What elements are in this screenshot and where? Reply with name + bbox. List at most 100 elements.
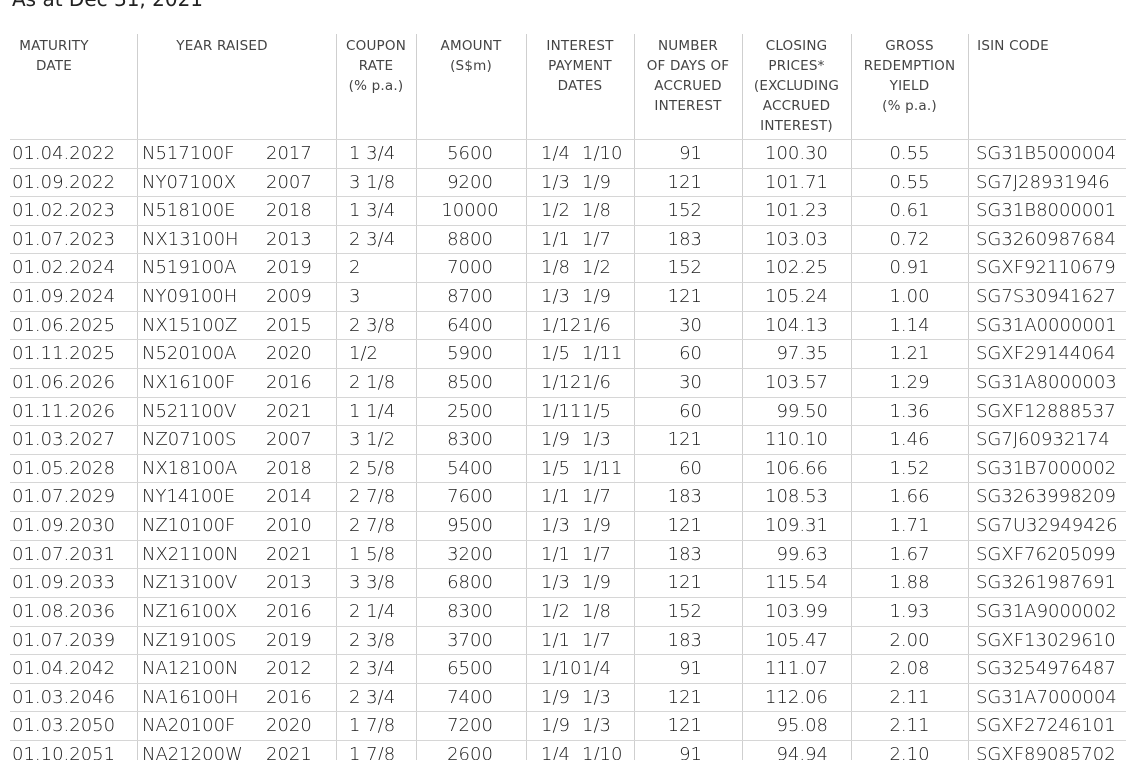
table-cell: 2 3/8 bbox=[349, 314, 396, 336]
table-cell: 30 bbox=[679, 371, 702, 393]
table-cell: 8300 bbox=[447, 429, 493, 451]
table-cell: 1/10 bbox=[541, 658, 582, 680]
table-cell: 1/3 bbox=[541, 171, 570, 193]
table-cell: 106.66 bbox=[765, 457, 828, 479]
table-cell: 01.03.2050 bbox=[12, 715, 116, 737]
table-cell: 01.07.2029 bbox=[12, 486, 116, 508]
table-cell: 152 bbox=[667, 257, 702, 279]
table-cell: 8300 bbox=[447, 600, 493, 622]
table-cell: 1/10 bbox=[582, 143, 623, 164]
table-cell: NA21200W bbox=[142, 744, 243, 760]
table-cell: 1/7 bbox=[582, 228, 611, 250]
table-cell: NX13100H bbox=[142, 228, 239, 250]
table-cell: SG7U32949426 bbox=[976, 515, 1118, 537]
table-cell: 01.04.2042 bbox=[12, 658, 116, 680]
table-cell: SG31A0000001 bbox=[976, 314, 1117, 336]
column-header: YEAR RAISED bbox=[137, 36, 307, 56]
header-line: (% p.a.) bbox=[882, 98, 937, 114]
row-divider bbox=[10, 224, 1126, 226]
table-cell: 2016 bbox=[266, 600, 312, 622]
table-cell: 1/3 bbox=[541, 515, 570, 537]
table-cell: 2016 bbox=[266, 686, 312, 708]
header-line: MATURITY bbox=[19, 38, 89, 54]
table-cell: 183 bbox=[667, 486, 702, 508]
table-cell: 6400 bbox=[447, 314, 493, 336]
table-cell: NZ16100X bbox=[142, 600, 238, 622]
table-cell: 2 3/8 bbox=[349, 629, 396, 651]
table-cell: NZ19100S bbox=[142, 629, 237, 651]
header-line: COUPON bbox=[346, 38, 406, 54]
table-cell: 01.09.2024 bbox=[12, 286, 116, 308]
table-cell: 1.36 bbox=[889, 400, 930, 422]
table-cell: 2021 bbox=[266, 400, 312, 422]
row-divider bbox=[10, 139, 1126, 140]
row-divider bbox=[10, 482, 1126, 484]
table-cell: 2.10 bbox=[889, 744, 930, 760]
table-cell: 5400 bbox=[447, 457, 493, 479]
table-cell: 1/8 bbox=[582, 200, 611, 222]
table-cell: 1/9 bbox=[582, 572, 611, 594]
table-cell: NY09100H bbox=[142, 286, 238, 308]
table-cell: 1/2 bbox=[582, 257, 611, 279]
table-cell: 60 bbox=[679, 457, 702, 479]
row-divider bbox=[10, 196, 1126, 198]
table-cell: NA20100F bbox=[142, 715, 236, 737]
table-cell: 1/3 bbox=[541, 286, 570, 308]
table-cell: 1.21 bbox=[889, 343, 930, 365]
table-cell: 1/4 bbox=[541, 143, 570, 164]
table-cell: SG3263998209 bbox=[976, 486, 1116, 508]
table-cell: 01.10.2051 bbox=[12, 744, 116, 760]
table-cell: 2 7/8 bbox=[349, 515, 396, 537]
table-cell: 2015 bbox=[266, 314, 312, 336]
table-cell: 104.13 bbox=[765, 314, 828, 336]
table-cell: 1 3/4 bbox=[349, 143, 396, 164]
table-cell: 1/9 bbox=[541, 429, 570, 451]
table-cell: 3700 bbox=[447, 629, 493, 651]
table-cell: 2 1/8 bbox=[349, 371, 396, 393]
table-cell: 1.29 bbox=[889, 371, 930, 393]
column-header: MATURITY DATE bbox=[10, 36, 98, 76]
table-cell: 183 bbox=[667, 629, 702, 651]
table-cell: NX16100F bbox=[142, 371, 236, 393]
table-cell: 01.03.2027 bbox=[12, 429, 116, 451]
table-cell: 3200 bbox=[447, 543, 493, 565]
table-cell: 60 bbox=[679, 343, 702, 365]
subtitle: As at Dec 31, 2021 bbox=[12, 0, 203, 11]
row-divider bbox=[10, 654, 1126, 656]
row-divider bbox=[10, 425, 1126, 427]
column-header: COUPON RATE (% p.a.) bbox=[336, 36, 416, 96]
table-cell: 2 5/8 bbox=[349, 457, 396, 479]
table-cell: SG7J28931946 bbox=[976, 171, 1110, 193]
table-cell: 1/4 bbox=[582, 658, 611, 680]
table-cell: NZ10100F bbox=[142, 515, 236, 537]
table-cell: 6800 bbox=[447, 572, 493, 594]
row-divider bbox=[10, 625, 1126, 627]
table-cell: 2013 bbox=[266, 572, 312, 594]
table-cell: 3 1/8 bbox=[349, 171, 396, 193]
table-cell: SG31A9000002 bbox=[976, 600, 1117, 622]
table-cell: 103.03 bbox=[765, 228, 828, 250]
table-cell: 9200 bbox=[447, 171, 493, 193]
table-cell: 7600 bbox=[447, 486, 493, 508]
table-cell: 2018 bbox=[266, 200, 312, 222]
table-cell: SGXF12888537 bbox=[976, 400, 1116, 422]
table-cell: 2007 bbox=[266, 171, 312, 193]
table-cell: 1/3 bbox=[582, 429, 611, 451]
table-cell: 8700 bbox=[447, 286, 493, 308]
header-line: CLOSING bbox=[765, 38, 828, 54]
table-cell: 103.99 bbox=[765, 600, 828, 622]
table-cell: SG31B5000004 bbox=[976, 143, 1117, 164]
table-cell: 99.50 bbox=[776, 400, 828, 422]
table-cell: SGXF92110679 bbox=[976, 257, 1116, 279]
header-line: ACCRUED bbox=[762, 98, 831, 114]
table-cell: N520100A bbox=[142, 343, 237, 365]
table-cell: 01.08.2036 bbox=[12, 600, 116, 622]
table-cell: 1 1/4 bbox=[349, 400, 396, 422]
table-cell: 1/6 bbox=[582, 371, 611, 393]
table-cell: 101.23 bbox=[765, 200, 828, 222]
table-cell: 1/5 bbox=[541, 457, 570, 479]
table-cell: 5900 bbox=[447, 343, 493, 365]
table-cell: SG31B7000002 bbox=[976, 457, 1117, 479]
row-divider bbox=[10, 367, 1126, 369]
